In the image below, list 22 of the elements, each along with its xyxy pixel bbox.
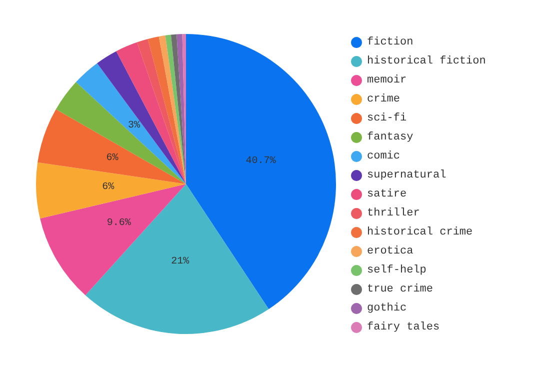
data-label: 9.6%: [106, 218, 131, 230]
legend-label: crime: [367, 94, 400, 106]
legend-label: fairy tales: [367, 322, 440, 334]
data-label: 3%: [128, 120, 140, 132]
legend-label: fantasy: [367, 132, 414, 144]
legend-label: historical crime: [367, 226, 473, 238]
data-label: 21%: [171, 256, 190, 268]
legend-label: comic: [367, 150, 400, 162]
legend-label: self-help: [367, 264, 426, 276]
legend-label: erotica: [367, 246, 414, 258]
legend-label: historical fiction: [367, 56, 486, 68]
legend-label: fiction: [367, 36, 414, 48]
legend-label: supernatural: [367, 170, 446, 182]
legend-label: true crime: [367, 284, 434, 296]
legend-label: sci-fi: [367, 112, 408, 124]
legend-label: thriller: [367, 208, 420, 220]
data-label: 6%: [106, 153, 118, 164]
legend-label: satire: [367, 188, 407, 200]
data-label: 6%: [102, 182, 114, 193]
data-label: 40.7%: [246, 156, 276, 168]
legend-label: gothic: [367, 302, 407, 314]
legend-label: memoir: [367, 74, 407, 86]
